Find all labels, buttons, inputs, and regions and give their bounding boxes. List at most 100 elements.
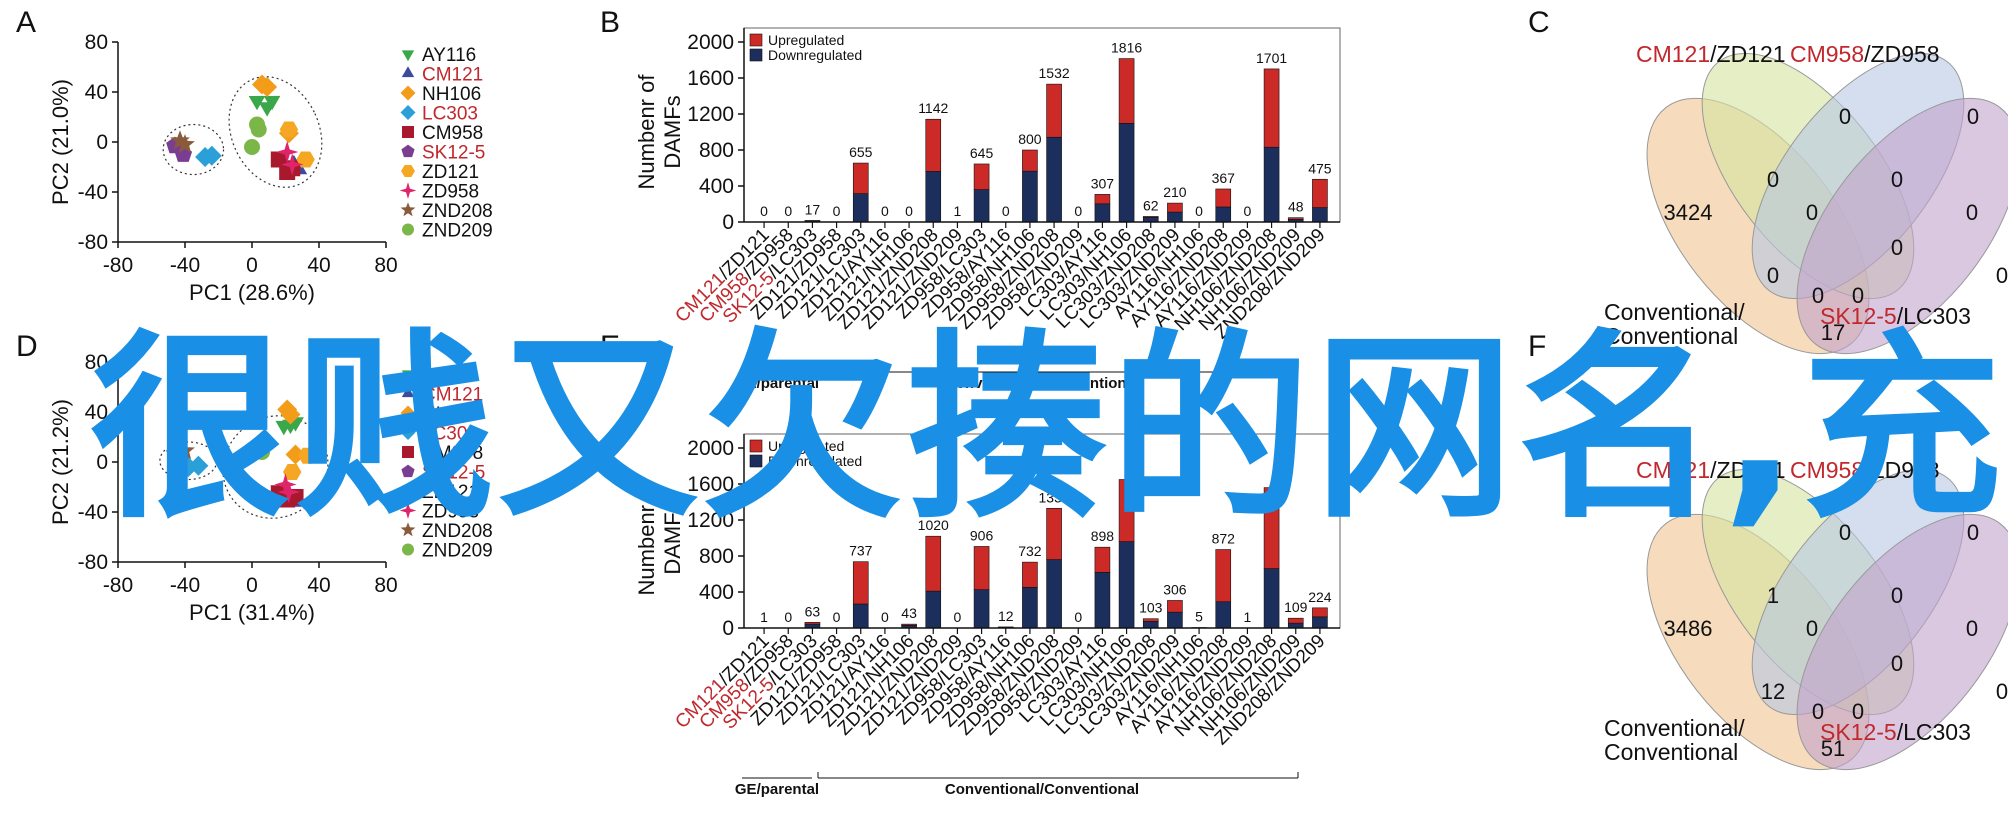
legend-label: SK12-5 (422, 143, 485, 164)
bar-down (926, 591, 941, 628)
legend-label-down: Downregulated (768, 47, 862, 63)
bar-total-label: 0 (905, 203, 913, 219)
venn-set-label: CM958/ZD958 (1790, 41, 1940, 67)
x-axis-label: PC1 (31.4%) (189, 600, 315, 625)
point-znd209 (249, 117, 265, 133)
x-tick-label: 40 (307, 254, 330, 277)
bar-total-label: 1 (1244, 609, 1252, 625)
venn-region-count: 0 (1996, 263, 2008, 288)
bar-total-label: 0 (1074, 609, 1082, 625)
bar-up (1022, 562, 1037, 587)
venn-region-count: 0 (1891, 235, 1903, 260)
x-tick-label: -80 (103, 574, 133, 597)
y-tick-label: 0 (722, 617, 734, 640)
bar-down (1047, 560, 1062, 628)
bar-total-label: 62 (1143, 197, 1159, 213)
bar-up (1216, 550, 1231, 602)
bar-up (1264, 69, 1279, 147)
bar-up (1143, 619, 1158, 622)
y-tick-label: 1600 (687, 67, 734, 90)
legend-marker-cm121 (402, 66, 414, 77)
x-tick-label: 80 (374, 574, 397, 597)
bar-up (1216, 189, 1231, 207)
venn-region-count: 0 (1891, 651, 1903, 676)
legend-label: CM121 (422, 65, 483, 86)
legend-label: ZD958 (422, 182, 479, 203)
bar-total-label: 645 (970, 145, 994, 161)
bar-total-label: 307 (1091, 175, 1115, 191)
bar-total-label: 0 (760, 203, 768, 219)
bar-up (1167, 203, 1182, 212)
venn-set-label-part: /ZD121 (1710, 41, 1785, 67)
bar-up (1095, 194, 1110, 203)
bar-up (1095, 547, 1110, 572)
legend-label: CM958 (422, 123, 483, 144)
bar-total-label: 5 (1195, 609, 1203, 625)
x-tick-label: 80 (374, 254, 397, 277)
legend-label-up: Upregulated (768, 32, 844, 48)
venn-region-count: 0 (1806, 616, 1818, 641)
y-tick-label: -80 (78, 551, 108, 574)
group-label: GE/parental (735, 781, 819, 798)
bar-total-label: 0 (833, 203, 841, 219)
venn-region-count: 0 (1806, 200, 1818, 225)
bar-total-label: 224 (1308, 589, 1332, 605)
y-tick-label: 400 (699, 175, 734, 198)
y-tick-label: 800 (699, 545, 734, 568)
y-axis-label: PC2 (21.0%) (48, 79, 73, 205)
y-axis-label: PC2 (21.2%) (48, 399, 73, 525)
bar-down (974, 190, 989, 222)
venn-region-count: 0 (1996, 679, 2008, 704)
legend-label: NH106 (422, 84, 481, 105)
legend-marker-cm958 (402, 126, 414, 138)
x-axis-label: PC1 (28.6%) (189, 280, 315, 305)
bar-down (853, 194, 868, 222)
bar-total-label: 63 (805, 603, 821, 619)
bar-down (1264, 569, 1279, 628)
bar-up (1143, 216, 1158, 217)
bar-total-label: 1816 (1111, 40, 1142, 56)
bar-total-label: 1 (760, 609, 768, 625)
legend-marker-zd958 (400, 182, 417, 199)
legend-label: AY116 (422, 45, 476, 66)
legend-marker-znd209 (402, 224, 414, 236)
y-axis-label: Numbenr ofDAMFs (634, 74, 685, 190)
venn-set-label-part: /LC303 (1897, 719, 1971, 745)
bar-down (1312, 617, 1327, 628)
venn-set-label-part: CM958 (1790, 41, 1864, 67)
bar-down (926, 171, 941, 222)
bar-up (805, 622, 820, 624)
bar-total-label: 1532 (1039, 65, 1070, 81)
bar-total-label: 800 (1018, 131, 1042, 147)
venn-set-label: SK12-5/LC303 (1820, 719, 1971, 745)
bar-down (1119, 542, 1134, 628)
bar-down (1022, 171, 1037, 222)
venn-set-label: Conventional/ (1604, 715, 1745, 741)
y-tick-label: 80 (85, 31, 108, 54)
panel-letter: B (600, 6, 620, 39)
bar-total-label: 109 (1284, 599, 1308, 615)
bar-total-label: 0 (1074, 203, 1082, 219)
venn-region-count: 3486 (1664, 616, 1713, 641)
panel-letter: D (16, 330, 38, 363)
venn-set-label: CM121/ZD121 (1636, 41, 1786, 67)
y-tick-label: 0 (96, 131, 108, 154)
bar-up (1167, 600, 1182, 612)
venn-set-label-part: CM121 (1636, 41, 1710, 67)
bar-down (1022, 587, 1037, 628)
bar-down (853, 604, 868, 628)
venn-region-count: 0 (1767, 263, 1779, 288)
bar-total-label: 0 (1244, 203, 1252, 219)
venn-region-count: 0 (1966, 616, 1978, 641)
bar-down (1167, 212, 1182, 222)
bar-down (1216, 602, 1231, 628)
bar-total-label: 43 (901, 605, 917, 621)
venn-region-count: 3424 (1664, 200, 1713, 225)
bar-total-label: 48 (1288, 199, 1304, 215)
bar-up (1288, 618, 1303, 623)
venn-region-count: 0 (1891, 167, 1903, 192)
bar-total-label: 0 (1195, 203, 1203, 219)
watermark-text: 很贱又欠揍的网名,充 (90, 330, 2006, 530)
x-tick-label: 0 (246, 254, 258, 277)
